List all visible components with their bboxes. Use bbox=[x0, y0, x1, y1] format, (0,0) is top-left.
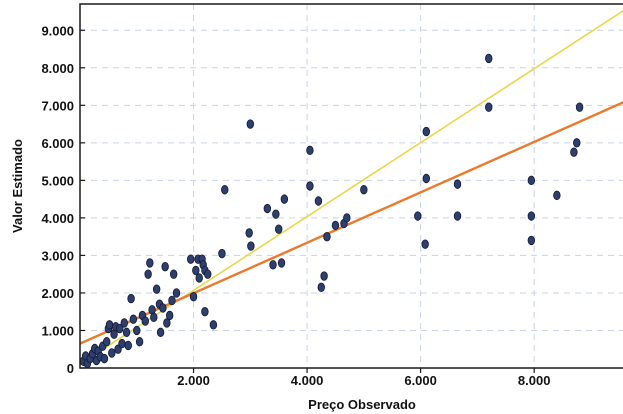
data-point bbox=[221, 185, 229, 195]
data-point bbox=[108, 348, 116, 358]
data-point bbox=[422, 173, 431, 184]
data-point bbox=[195, 273, 203, 283]
data-point bbox=[331, 220, 340, 231]
data-point bbox=[553, 190, 561, 201]
data-point bbox=[192, 265, 200, 276]
data-point bbox=[422, 126, 431, 137]
data-point bbox=[102, 337, 111, 347]
y-tick-label: 7.000 bbox=[41, 98, 74, 113]
data-point bbox=[343, 213, 351, 223]
data-point bbox=[314, 196, 323, 206]
data-point bbox=[209, 320, 218, 330]
data-point bbox=[118, 338, 126, 349]
data-point bbox=[274, 224, 283, 234]
y-tick-label: 3.000 bbox=[41, 248, 74, 263]
data-point bbox=[201, 307, 209, 317]
data-point bbox=[575, 102, 584, 112]
data-point bbox=[527, 175, 536, 186]
data-point bbox=[485, 53, 493, 64]
data-point bbox=[116, 323, 124, 334]
data-point bbox=[133, 325, 141, 336]
data-point bbox=[573, 138, 581, 148]
data-point bbox=[277, 258, 286, 268]
y-tick-label: 6.000 bbox=[41, 136, 74, 151]
data-point bbox=[245, 228, 253, 238]
data-point bbox=[218, 248, 226, 259]
x-tick-label: 4.000 bbox=[291, 373, 324, 388]
data-point bbox=[169, 269, 178, 279]
data-point bbox=[280, 194, 289, 204]
data-point bbox=[189, 292, 198, 302]
x-tick-label: 8.000 bbox=[518, 373, 551, 388]
data-point bbox=[129, 314, 138, 324]
data-point bbox=[127, 293, 135, 304]
data-point bbox=[156, 327, 165, 338]
data-point bbox=[320, 271, 328, 281]
data-point bbox=[263, 203, 272, 214]
x-axis-label: Preço Observado bbox=[308, 397, 416, 412]
data-point bbox=[570, 147, 578, 157]
y-tick-label: 0 bbox=[67, 361, 74, 376]
data-point bbox=[317, 282, 325, 293]
y-axis-label: Valor Estimado bbox=[10, 139, 25, 233]
data-point bbox=[152, 284, 161, 294]
y-tick-label: 9.000 bbox=[41, 23, 74, 38]
data-point bbox=[269, 260, 277, 270]
y-tick-label: 1.000 bbox=[41, 323, 74, 338]
data-point bbox=[163, 318, 171, 328]
data-point bbox=[272, 209, 280, 219]
data-point bbox=[527, 235, 536, 246]
data-point bbox=[246, 119, 255, 129]
data-point bbox=[306, 181, 314, 191]
data-point bbox=[168, 295, 176, 306]
data-point bbox=[122, 327, 131, 338]
data-point bbox=[247, 241, 255, 251]
data-point bbox=[453, 179, 462, 189]
data-point bbox=[453, 211, 462, 221]
data-point bbox=[100, 353, 109, 364]
data-points bbox=[79, 53, 584, 369]
data-point bbox=[159, 303, 167, 313]
data-point bbox=[360, 185, 368, 195]
data-point bbox=[204, 269, 212, 279]
yellow-fit-line bbox=[79, 9, 623, 365]
y-tick-label: 8.000 bbox=[41, 61, 74, 76]
data-point bbox=[421, 239, 429, 249]
data-point bbox=[527, 211, 536, 221]
data-point bbox=[120, 318, 128, 328]
data-point bbox=[172, 288, 181, 298]
data-point bbox=[144, 269, 152, 279]
data-point bbox=[323, 231, 331, 242]
x-tick-label: 6.000 bbox=[404, 373, 437, 388]
data-point bbox=[165, 310, 174, 321]
y-tick-label: 2.000 bbox=[41, 286, 74, 301]
x-tick-labels: 2.000 4.000 6.000 8.000 bbox=[177, 373, 550, 388]
plot-frame bbox=[79, 3, 623, 369]
data-point bbox=[161, 261, 169, 272]
data-point bbox=[150, 312, 158, 323]
data-point bbox=[105, 320, 114, 330]
y-tick-labels: 0 1.000 2.000 3.000 4.000 5.000 6.000 7.000 8.00… bbox=[41, 23, 74, 376]
data-point bbox=[124, 340, 132, 351]
data-point bbox=[306, 145, 314, 156]
y-tick-label: 4.000 bbox=[41, 211, 74, 226]
data-point bbox=[414, 211, 422, 221]
data-point bbox=[146, 258, 154, 268]
data-point bbox=[485, 102, 493, 112]
data-point bbox=[135, 337, 144, 347]
data-point bbox=[187, 254, 195, 264]
y-tick-label: 5.000 bbox=[41, 173, 74, 188]
x-tick-label: 2.000 bbox=[177, 373, 210, 388]
data-point bbox=[141, 316, 149, 326]
